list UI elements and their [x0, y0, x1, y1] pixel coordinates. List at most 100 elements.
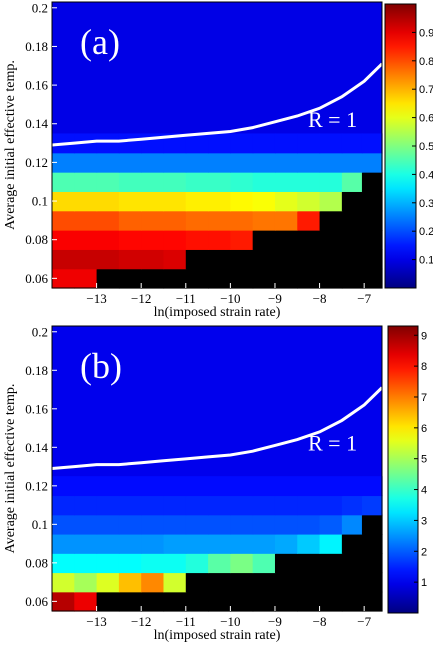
- heatmap-cell: [74, 495, 98, 516]
- heatmap-cell: [141, 249, 165, 270]
- heatmap-cell: [141, 191, 165, 212]
- heatmap-cell: [252, 533, 276, 554]
- heatmap-cell: [208, 230, 231, 250]
- x-axis-label: ln(imposed strain rate): [154, 305, 281, 320]
- heatmap-cell: [74, 268, 98, 289]
- y-tick-label: 0.12: [25, 155, 48, 170]
- heatmap-cell: [96, 572, 120, 593]
- heatmap-cell: [319, 533, 343, 554]
- heatmap-cell: [185, 268, 209, 289]
- heatmap-cell: [185, 133, 209, 154]
- heatmap-cell: [319, 553, 343, 574]
- heatmap-cell: [141, 210, 165, 231]
- x-tick-label: −7: [357, 291, 371, 306]
- heatmap-cell: [361, 591, 383, 612]
- heatmap-cell: [297, 553, 321, 574]
- heatmap-cell: [52, 191, 75, 212]
- heatmap-cell: [230, 553, 254, 574]
- colorbar-tick-label: 0.8: [419, 56, 433, 68]
- heatmap-cell: [274, 476, 298, 497]
- heatmap-cell: [361, 133, 383, 154]
- heatmap-cell: [297, 268, 321, 289]
- colorbar-tick-label: 0.7: [419, 84, 433, 96]
- y-tick-label: 0.2: [32, 0, 48, 15]
- colorbar-gradient: [387, 325, 419, 614]
- heatmap-cell: [319, 133, 343, 154]
- heatmap-cell: [361, 230, 383, 250]
- colorbar-tick-label: 9: [421, 330, 427, 342]
- heatmap-cell: [341, 230, 363, 250]
- heatmap-cell: [230, 514, 254, 535]
- heatmap-cell: [163, 514, 187, 535]
- heatmap-cell: [74, 514, 98, 535]
- colorbar-tick-label: 0.4: [419, 169, 433, 181]
- heatmap-cell: [96, 514, 120, 535]
- heatmap-cell: [252, 476, 276, 497]
- heatmap-cell: [274, 495, 298, 516]
- y-tick-label: 0.06: [25, 271, 48, 286]
- heatmap-cell: [274, 268, 298, 289]
- heatmap-cell: [252, 495, 276, 516]
- colorbar-tick-label: 0.3: [419, 198, 433, 210]
- heatmap-cell: [52, 533, 75, 554]
- heatmap-cell: [141, 152, 165, 173]
- heatmap-cell: [141, 514, 165, 535]
- heatmap-cell: [319, 172, 343, 192]
- colorbar-tick-label: 3: [421, 515, 427, 527]
- heatmap-cell: [163, 591, 187, 612]
- heatmap-cell: [52, 249, 75, 270]
- heatmap-cell: [208, 210, 231, 231]
- heatmap-cell: [163, 533, 187, 554]
- heatmap-cell: [185, 191, 209, 212]
- heatmap-cell: [252, 268, 276, 289]
- heatmap-cell: [96, 591, 120, 612]
- heatmap-cell: [297, 172, 321, 192]
- colorbar-gradient: [384, 3, 417, 289]
- heatmap-cell: [341, 553, 363, 574]
- heatmap-cell: [118, 191, 142, 212]
- heatmap-cell: [274, 572, 298, 593]
- heatmap-cell: [208, 514, 231, 535]
- heatmap-cell: [163, 210, 187, 231]
- heatmap-cell: [341, 268, 363, 289]
- heatmap-cell: [341, 533, 363, 554]
- plot-frame: [51, 1, 383, 289]
- heatmap-cell: [208, 533, 231, 554]
- heatmap-cell: [96, 268, 120, 289]
- x-tick-label: −10: [220, 614, 240, 629]
- heatmap-cell: [163, 572, 187, 593]
- r-equals-1-curve: [51, 62, 384, 147]
- heatmap-cell: [274, 514, 298, 535]
- heatmap-cell: [52, 230, 75, 250]
- x-axis-label: ln(imposed strain rate): [154, 628, 281, 643]
- heatmap-cell: [208, 553, 231, 574]
- heatmap-cell: [185, 533, 209, 554]
- heatmap-cell: [141, 476, 165, 497]
- colorbar-tick-label: 7: [421, 392, 427, 404]
- heatmap-cell: [319, 191, 343, 212]
- heatmap-cells: [52, 2, 383, 289]
- heatmap-cell: [361, 152, 383, 173]
- heatmap-cell: [341, 476, 363, 497]
- heatmap-cell: [297, 591, 321, 612]
- heatmap-cell: [319, 152, 343, 173]
- y-tick-label: 0.08: [25, 232, 48, 247]
- heatmap-cell: [319, 210, 343, 231]
- heatmap-cell: [230, 210, 254, 231]
- heatmap-cell: [185, 572, 209, 593]
- heatmap-cell: [319, 495, 343, 516]
- heatmap-cell: [252, 553, 276, 574]
- heatmap-cell: [230, 591, 254, 612]
- heatmap-cell: [185, 553, 209, 574]
- heatmap-cell: [74, 533, 98, 554]
- heatmap-cell: [297, 210, 321, 231]
- colorbar-tick-label: 0.5: [419, 141, 433, 153]
- heatmap-cell: [252, 210, 276, 231]
- heatmap-cell: [341, 591, 363, 612]
- heatmap-cell: [163, 230, 187, 250]
- heatmap-cell: [163, 476, 187, 497]
- heatmap-cell: [185, 230, 209, 250]
- heatmap-cell: [74, 572, 98, 593]
- heatmap-cell: [252, 152, 276, 173]
- heatmap-cell: [341, 133, 363, 154]
